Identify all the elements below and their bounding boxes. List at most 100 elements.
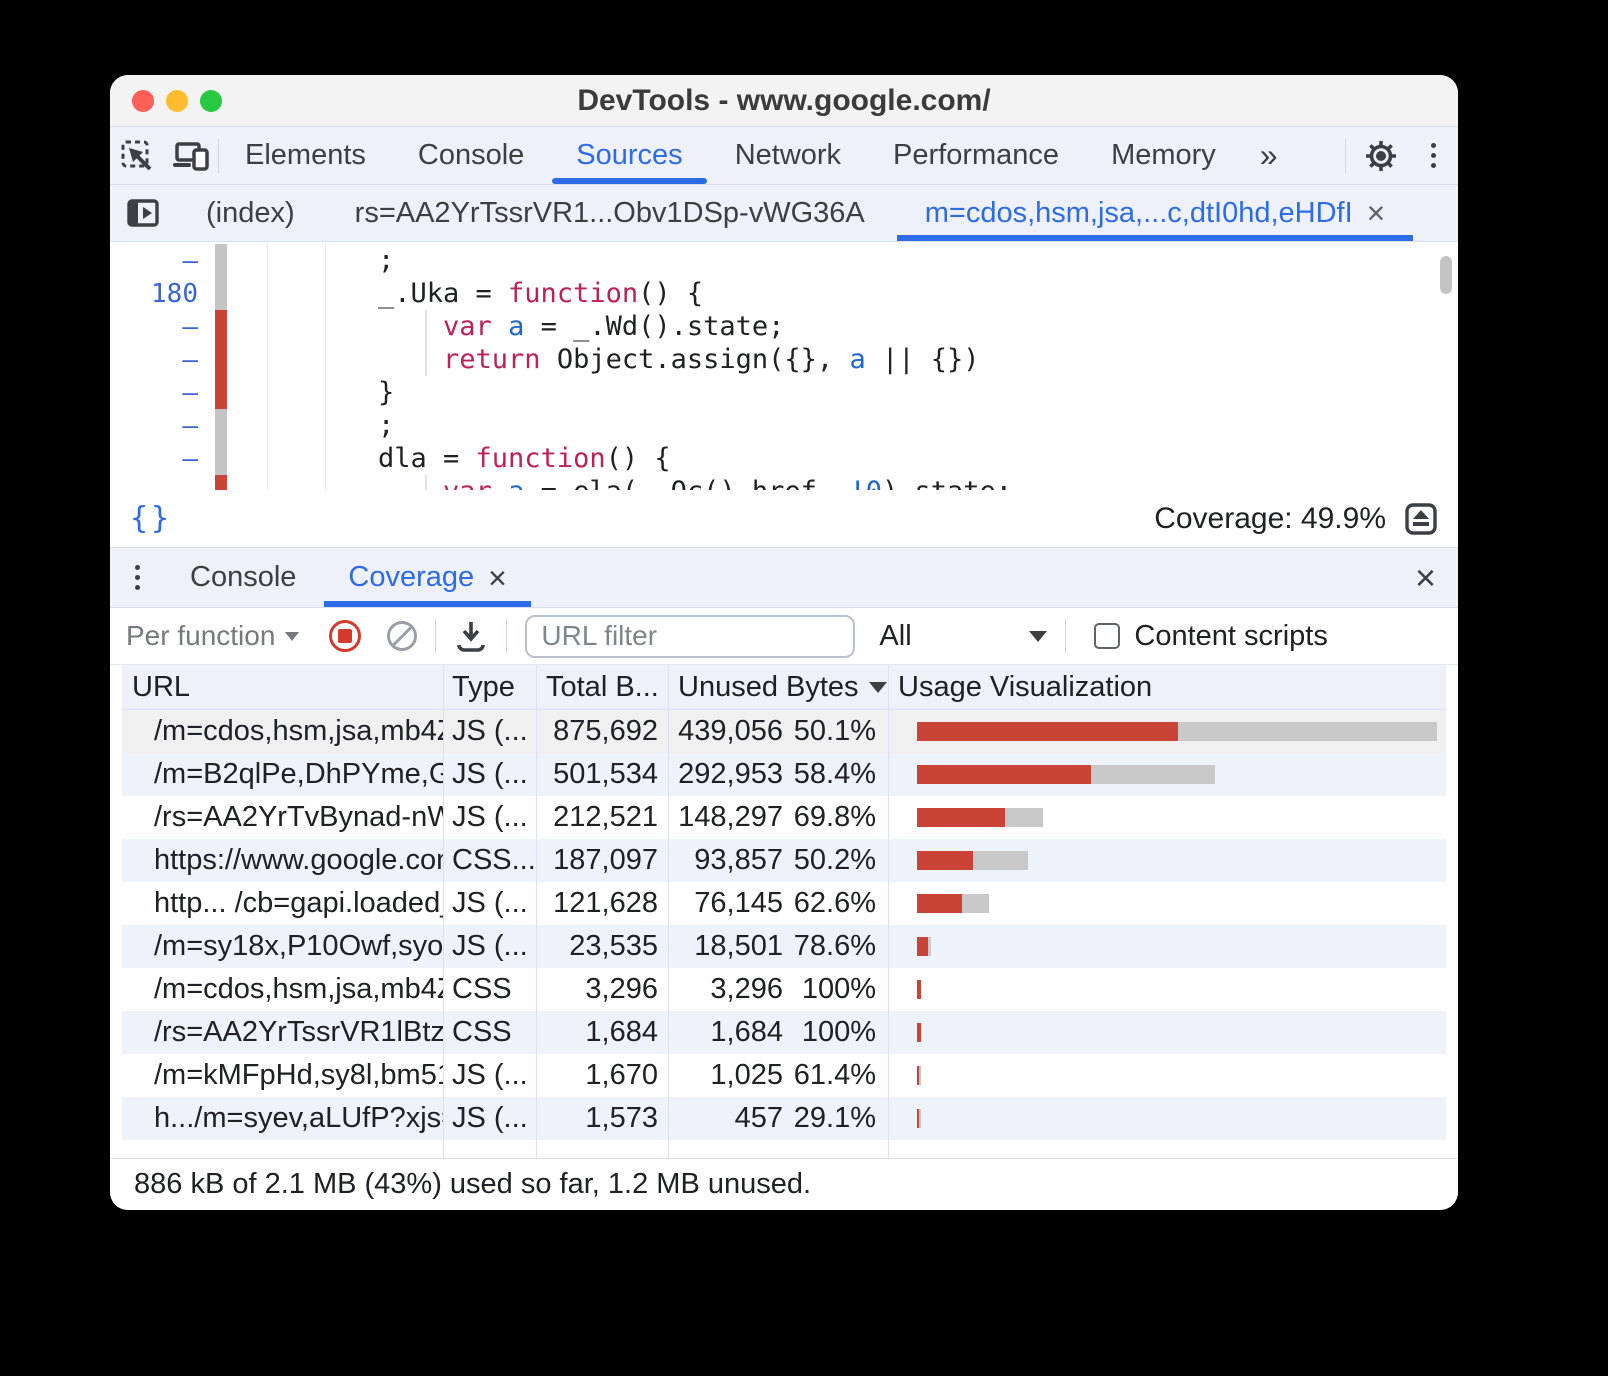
devtools-menu-button[interactable] <box>1416 143 1450 168</box>
line-number[interactable]: – <box>182 245 198 276</box>
pretty-print-button[interactable]: {} <box>130 501 173 536</box>
content-scripts-checkbox[interactable] <box>1094 623 1121 649</box>
usage-bar <box>917 980 921 999</box>
inspect-element-button[interactable] <box>110 127 164 184</box>
line-number[interactable]: – <box>182 410 198 441</box>
unused-bytes-value: 76,145 <box>694 887 783 919</box>
kebab-icon <box>1430 143 1436 148</box>
code-line: 180 _.Uka = function() { <box>110 277 1458 310</box>
unused-bar-segment <box>917 722 1178 741</box>
settings-button[interactable] <box>1354 127 1408 184</box>
url-filter-input[interactable] <box>525 614 856 658</box>
device-toolbar-icon <box>171 138 211 174</box>
table-row[interactable]: /m=B2qlPe,DhPYme,GU JS (... 501,534 292,953… <box>122 753 1446 796</box>
zoom-window-button[interactable] <box>200 90 222 112</box>
export-coverage-button[interactable] <box>454 619 488 653</box>
coverage-percentage-label: Coverage: 49.9% <box>1154 501 1386 535</box>
table-row[interactable]: /m=kMFpHd,sy8l,bm51f JS (... 1,670 1,025 61.… <box>122 1054 1446 1097</box>
close-drawer-button[interactable]: × <box>1415 548 1458 607</box>
close-tab-icon[interactable]: × <box>1366 195 1386 231</box>
tab-performance[interactable]: Performance <box>893 139 1060 171</box>
cell-unused-bytes: 3,296 100% <box>668 973 888 1006</box>
more-panels-button[interactable]: » <box>1242 127 1296 184</box>
line-number[interactable]: – <box>182 311 198 342</box>
unused-bytes-percent: 78.6% <box>793 930 876 962</box>
tab-console[interactable]: Console <box>417 139 525 171</box>
line-number[interactable]: – <box>182 377 198 408</box>
coverage-stripe <box>215 310 227 343</box>
line-number[interactable]: – <box>182 344 198 375</box>
table-row[interactable]: http... /cb=gapi.loaded_ JS (... 121,628 76… <box>122 882 1446 925</box>
unused-bytes-percent: 69.8% <box>793 801 876 833</box>
drawer-menu-button[interactable] <box>110 548 164 607</box>
tab-network[interactable]: Network <box>734 139 842 171</box>
table-row[interactable]: /rs=AA2YrTssrVR1lBtzoy CSS 1,684 1,684 100% <box>122 1011 1446 1054</box>
cell-total-bytes: 23,535 <box>569 930 658 962</box>
show-drawer-icon[interactable] <box>1404 502 1438 536</box>
cell-usage-visualization <box>888 1023 1446 1042</box>
cell-url: http... /cb=gapi.loaded_ <box>154 887 443 919</box>
usage-bar <box>917 1066 921 1085</box>
coverage-mode-dropdown[interactable]: Per function <box>126 620 300 652</box>
drawer-tab-label: Coverage <box>348 561 475 593</box>
unused-bar-segment <box>917 1023 921 1042</box>
unused-bytes-percent: 29.1% <box>793 1102 876 1134</box>
column-header-unused-bytes[interactable]: Unused Bytes <box>668 671 888 704</box>
device-toolbar-button[interactable] <box>164 127 218 184</box>
close-icon: × <box>1414 556 1436 598</box>
file-tab[interactable]: (index) <box>176 185 325 241</box>
code-text: ; <box>378 245 395 276</box>
close-tab-icon[interactable]: × <box>488 559 507 596</box>
file-tab[interactable]: m=cdos,hsm,jsa,...c,dtI0hd,eHDfI × <box>895 185 1416 241</box>
unused-bar-segment <box>917 937 928 956</box>
tab-memory[interactable]: Memory <box>1111 139 1216 171</box>
usage-bar <box>917 851 1028 870</box>
usage-bar <box>917 1109 921 1128</box>
cell-unused-bytes: 148,297 69.8% <box>668 801 888 834</box>
code-line: – dla = function() { <box>110 442 1458 475</box>
drawer-tab-console[interactable]: Console <box>164 548 322 607</box>
content-scripts-label: Content scripts <box>1134 619 1328 652</box>
cell-unused-bytes: 18,501 78.6% <box>668 930 888 963</box>
table-row[interactable]: https://www.google.con CSS... 187,097 93,85… <box>122 839 1446 882</box>
type-filter-dropdown[interactable]: All <box>879 620 1048 653</box>
cell-unused-bytes: 439,056 50.1% <box>668 715 888 748</box>
table-row[interactable]: /m=cdos,hsm,jsa,mb4Z CSS 3,296 3,296 100% <box>122 968 1446 1011</box>
table-row[interactable]: h.../m=syev,aLUfP?xjs=s JS (... 1,573 457 29… <box>122 1097 1446 1140</box>
close-window-button[interactable] <box>132 90 154 112</box>
toolbar-divider <box>506 619 508 653</box>
clear-coverage-button[interactable] <box>387 621 418 651</box>
column-header-type[interactable]: Type <box>452 670 515 703</box>
file-tab-label: rs=AA2YrTssrVR1...Obv1DSp-vWG36A <box>354 196 865 229</box>
line-number[interactable]: 180 <box>151 278 198 309</box>
source-code-editor[interactable]: –; 180 _.Uka = function() {– var a = _.Wd(… <box>110 242 1458 490</box>
line-number[interactable]: – <box>182 443 198 474</box>
editor-scrollbar-thumb[interactable] <box>1440 256 1452 294</box>
table-row[interactable]: /m=sy18x,P10Owf,syo5, JS (... 23,535 18,501… <box>122 925 1446 968</box>
used-bar-segment <box>1178 722 1437 741</box>
cell-type: JS (... <box>452 715 528 747</box>
show-navigator-button[interactable] <box>110 185 176 241</box>
minimize-window-button[interactable] <box>166 90 188 112</box>
table-row[interactable]: /m=cdos,hsm,jsa,mb4Z JS (... 875,692 439,05… <box>122 710 1446 753</box>
column-header-url[interactable]: URL <box>132 670 191 703</box>
column-divider <box>888 665 889 1158</box>
indent-guide <box>425 343 427 376</box>
record-icon <box>338 629 353 643</box>
drawer-tab-coverage[interactable]: Coverage × <box>322 548 532 607</box>
column-header-usage-visualization[interactable]: Usage Visualization <box>898 670 1153 703</box>
code-line: – return Object.assign({}, a || {}) <box>110 343 1458 376</box>
line-number[interactable]: – <box>110 477 198 491</box>
file-tab-label: (index) <box>206 196 295 229</box>
unused-bar-segment <box>917 894 962 913</box>
cell-total-bytes: 1,573 <box>585 1102 658 1134</box>
used-bar-segment <box>1005 808 1043 827</box>
stop-recording-button[interactable] <box>329 620 362 652</box>
column-header-total-bytes[interactable]: Total B... <box>546 670 659 703</box>
unused-bytes-percent: 100% <box>801 973 876 1005</box>
table-row[interactable]: /rs=AA2YrTvBynad-nWE JS (... 212,521 148,29… <box>122 796 1446 839</box>
cell-unused-bytes: 1,684 100% <box>668 1016 888 1049</box>
file-tab[interactable]: rs=AA2YrTssrVR1...Obv1DSp-vWG36A <box>325 185 895 241</box>
tab-elements[interactable]: Elements <box>245 139 366 171</box>
tab-sources[interactable]: Sources <box>550 127 708 184</box>
